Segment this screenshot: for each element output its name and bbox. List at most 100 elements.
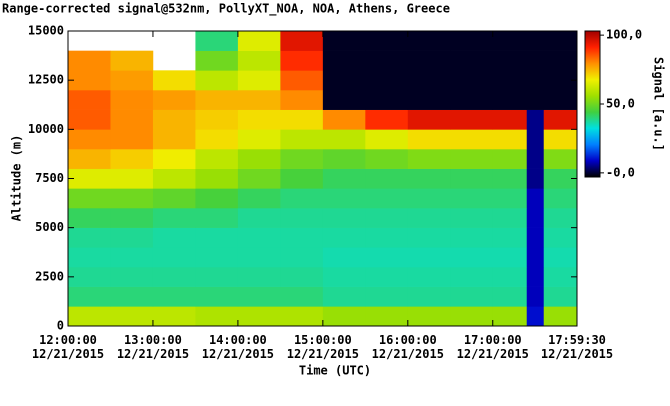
- heat-cell: [492, 168, 528, 189]
- heat-cell: [526, 109, 545, 130]
- heat-cell: [450, 188, 494, 209]
- heat-cell: [492, 31, 528, 51]
- heat-cell: [543, 247, 578, 268]
- heat-cell: [492, 208, 528, 228]
- heat-cell: [237, 247, 281, 268]
- y-tick-label: 5000: [35, 220, 64, 234]
- heat-cell: [526, 50, 545, 71]
- heat-cell: [365, 90, 409, 110]
- heat-cell: [322, 306, 366, 327]
- heat-cell: [322, 286, 366, 307]
- heat-cell: [365, 188, 409, 209]
- heat-cell: [280, 31, 324, 51]
- heat-cell: [407, 188, 451, 209]
- heat-cell: [110, 188, 154, 209]
- x-tick-label: 17:59:30 12/21/2015: [540, 333, 614, 361]
- heat-cell: [492, 90, 528, 110]
- heat-cell: [450, 168, 494, 189]
- heat-cell: [237, 70, 281, 91]
- heat-cell: [407, 267, 451, 287]
- heat-cell: [526, 31, 545, 51]
- heat-cell: [280, 129, 324, 150]
- heat-cell: [450, 129, 494, 150]
- heat-cell: [407, 149, 451, 169]
- heat-cell: [365, 227, 409, 248]
- heat-cell: [110, 90, 154, 110]
- heat-cell: [407, 90, 451, 110]
- heat-cell: [110, 286, 154, 307]
- heat-cell: [322, 90, 366, 110]
- heat-cell: [68, 109, 111, 130]
- heat-cell: [280, 168, 324, 189]
- heat-cell: [365, 306, 409, 327]
- y-tick-label: 10000: [28, 122, 64, 136]
- heat-cell: [450, 247, 494, 268]
- heat-cell: [543, 267, 578, 287]
- heat-cell: [322, 50, 366, 71]
- heat-cell: [543, 90, 578, 110]
- heat-cell: [365, 168, 409, 189]
- y-axis-label: Altitude (m): [10, 135, 24, 222]
- heat-cell: [152, 149, 196, 169]
- x-tick-label: 15:00:00 12/21/2015: [286, 333, 359, 361]
- heat-cell: [407, 109, 451, 130]
- heat-cell: [492, 247, 528, 268]
- heat-cell: [195, 31, 239, 51]
- heat-cell: [526, 168, 545, 189]
- heat-cell: [543, 168, 578, 189]
- heat-cell: [365, 149, 409, 169]
- heat-cell: [543, 129, 578, 150]
- y-tick-label: 7500: [35, 171, 64, 185]
- heat-cell: [492, 129, 528, 150]
- heat-cell: [526, 286, 545, 307]
- heat-cell: [407, 208, 451, 228]
- heat-cell: [195, 286, 239, 307]
- heat-cell: [68, 227, 111, 248]
- heat-cell: [110, 306, 154, 327]
- heat-cell: [68, 90, 111, 110]
- heat-cell: [237, 31, 281, 51]
- heat-cell: [68, 70, 111, 91]
- heat-cell: [407, 306, 451, 327]
- heat-cell: [526, 129, 545, 150]
- heat-cell: [280, 267, 324, 287]
- heat-cell: [110, 109, 154, 130]
- heat-cell: [450, 109, 494, 130]
- heat-cell: [407, 31, 451, 51]
- heat-cell: [152, 90, 196, 110]
- heat-cell: [68, 129, 111, 150]
- heat-cell: [152, 306, 196, 327]
- heat-cell: [237, 188, 281, 209]
- heat-cell: [450, 267, 494, 287]
- heat-cell: [492, 50, 528, 71]
- heat-cell: [322, 109, 366, 130]
- heat-cell: [450, 31, 494, 51]
- heat-cell: [110, 168, 154, 189]
- heat-cell: [407, 247, 451, 268]
- heat-cell: [543, 109, 578, 130]
- heat-cell: [152, 188, 196, 209]
- heat-cell: [68, 267, 111, 287]
- heat-cell: [492, 109, 528, 130]
- heat-cell: [365, 129, 409, 150]
- heat-cell: [237, 306, 281, 327]
- chart-title: Range-corrected signal@532nm, PollyXT_NO…: [2, 2, 450, 17]
- heat-cell: [68, 149, 111, 169]
- heat-cell: [152, 129, 196, 150]
- heat-cell: [322, 227, 366, 248]
- heat-cell: [237, 286, 281, 307]
- heat-cell: [450, 227, 494, 248]
- heat-cell: [195, 90, 239, 110]
- heat-cell: [110, 267, 154, 287]
- heat-cell: [195, 129, 239, 150]
- heat-cell: [237, 208, 281, 228]
- heat-cell: [365, 31, 409, 51]
- heat-cell: [407, 227, 451, 248]
- heat-cell: [407, 129, 451, 150]
- heat-cell: [492, 188, 528, 209]
- heat-cell: [365, 109, 409, 130]
- heat-cell: [237, 168, 281, 189]
- colorbar-tick-label: 100,0: [606, 28, 642, 42]
- heat-cell: [450, 208, 494, 228]
